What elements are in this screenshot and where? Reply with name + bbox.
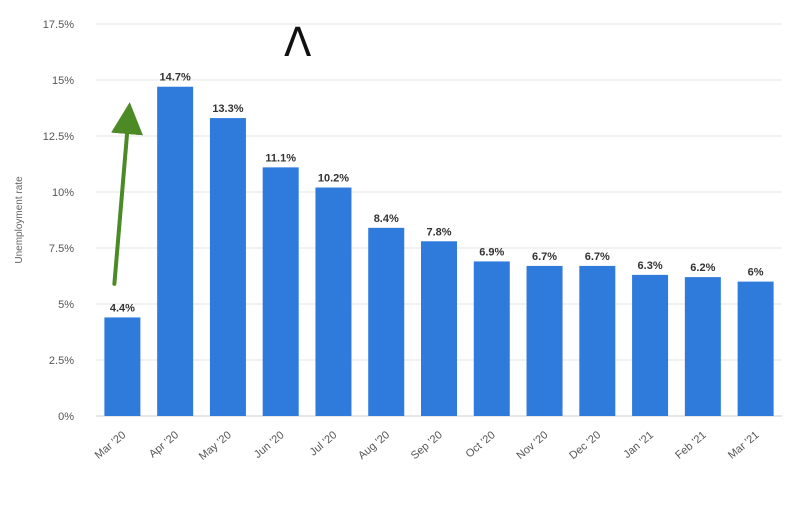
bar xyxy=(632,274,669,416)
data-label: 6.7% xyxy=(532,251,557,263)
x-tick-label: Apr '20 xyxy=(147,429,181,460)
y-tick-label: 0% xyxy=(58,411,74,423)
x-tick-label: Jul '20 xyxy=(308,429,340,458)
y-tick-label: 10% xyxy=(52,187,74,199)
bar xyxy=(209,118,246,416)
x-tick-label: May '20 xyxy=(197,429,234,463)
data-label: 8.4% xyxy=(374,213,399,225)
x-tick-label: Mar '20 xyxy=(93,429,129,462)
annotation-layer: Λ xyxy=(111,20,312,286)
bar xyxy=(262,167,299,416)
x-tick-label: Jun '20 xyxy=(252,429,287,461)
data-label: 7.8% xyxy=(426,226,451,238)
bar xyxy=(315,187,352,416)
x-tick-label: Oct '20 xyxy=(464,429,498,460)
y-tick-label: 15% xyxy=(52,75,74,87)
data-label: 11.1% xyxy=(265,152,296,164)
bar xyxy=(157,86,194,416)
y-tick-label: 12.5% xyxy=(43,131,74,143)
data-label: 13.3% xyxy=(212,103,243,115)
y-tick-label: 5% xyxy=(58,299,74,311)
bar xyxy=(579,265,616,416)
bar xyxy=(526,265,563,416)
x-tick-label: Nov '20 xyxy=(514,429,550,462)
data-label: 6.7% xyxy=(585,251,610,263)
trend-arrow xyxy=(111,102,143,286)
y-tick-label: 2.5% xyxy=(49,355,74,367)
bars-layer xyxy=(104,86,774,416)
bar xyxy=(368,227,405,416)
caret-annotation: Λ xyxy=(284,20,312,66)
data-label: 10.2% xyxy=(318,173,349,185)
bar xyxy=(421,241,457,416)
data-label: 6.9% xyxy=(479,246,504,258)
x-tick-label: Dec '20 xyxy=(567,429,603,462)
data-label: 4.4% xyxy=(110,302,135,314)
data-label: 6% xyxy=(748,267,764,279)
y-axis-title: Unemployment rate xyxy=(14,176,25,264)
x-tick-label: Jan '21 xyxy=(621,429,656,461)
y-tick-label: 7.5% xyxy=(49,243,74,255)
y-tick-label: 17.5% xyxy=(43,19,74,31)
data-label: 14.7% xyxy=(160,72,191,84)
x-tick-label: Mar '21 xyxy=(726,429,762,462)
data-label: 6.2% xyxy=(690,262,715,274)
bar xyxy=(104,317,141,416)
bar xyxy=(473,261,510,416)
x-tick-label: Aug '20 xyxy=(356,429,392,462)
bar xyxy=(684,277,721,416)
bar xyxy=(737,281,774,416)
x-tick-label: Sep '20 xyxy=(409,429,445,462)
data-label: 6.3% xyxy=(638,260,663,272)
x-tick-label: Feb '21 xyxy=(673,429,709,462)
